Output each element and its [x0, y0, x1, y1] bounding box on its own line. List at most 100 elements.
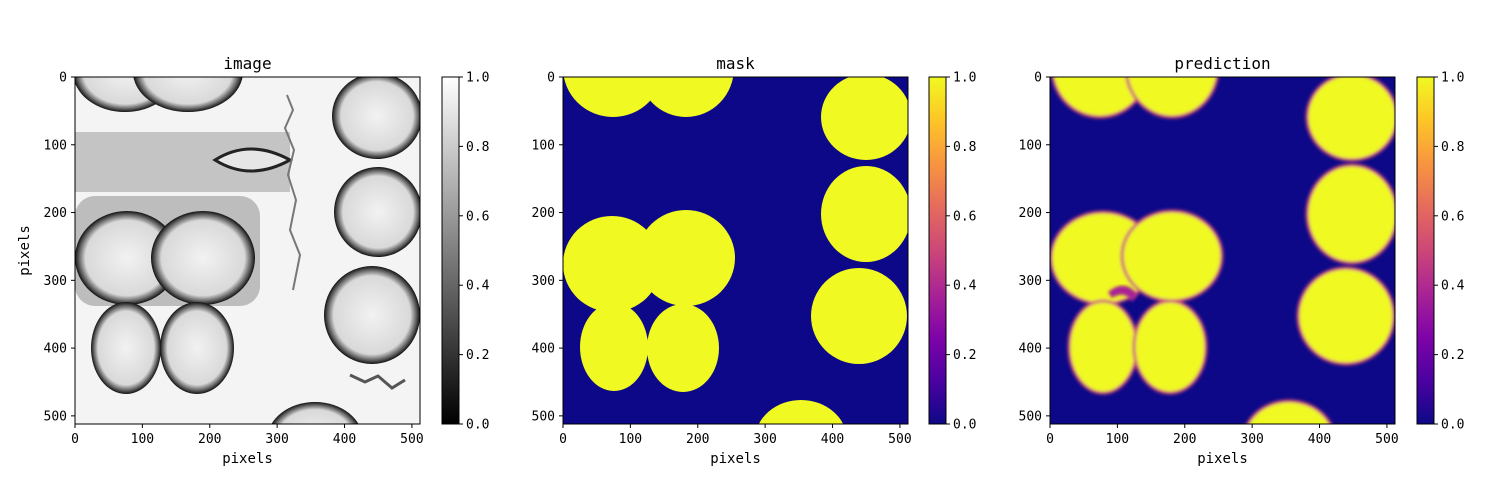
image-heatmap	[75, 77, 420, 424]
mask-axes: 0 100 200 300 400 500 0 100 200 300 400 500	[532, 71, 912, 448]
image-ytick-label: 0	[59, 71, 67, 86]
prediction-regions	[1050, 77, 1395, 424]
prediction-ytick-label: 200	[1019, 206, 1042, 221]
prediction-region	[1125, 77, 1219, 119]
image-ytick-label: 100	[44, 138, 67, 153]
image-xtick-label: 100	[131, 432, 154, 447]
prediction-region	[1132, 299, 1208, 395]
image-cell	[133, 77, 243, 112]
prediction-xtick-label: 500	[1375, 432, 1398, 447]
image-ytick-label: 200	[44, 206, 67, 221]
image-cell	[332, 77, 420, 159]
prediction-region	[1305, 163, 1395, 265]
mask-colorbar-ticks: 0.0 0.2 0.4 0.6 0.8 1.0	[946, 71, 977, 433]
image-cell	[334, 167, 420, 257]
image-colorbar	[441, 76, 460, 425]
prediction-colorbar-tick-label: 0.0	[1441, 418, 1464, 433]
image-xtick-label: 300	[265, 432, 288, 447]
mask-region	[637, 210, 735, 306]
mask-region	[580, 303, 648, 391]
mask-ytick-label: 500	[532, 409, 555, 424]
mask-region	[758, 400, 844, 424]
prediction-heatmap	[1050, 77, 1395, 424]
prediction-artifact	[1108, 285, 1138, 302]
mask-ytick-label: 200	[532, 206, 555, 221]
mask-xtick-label: 500	[888, 432, 911, 447]
prediction-ytick-label: 500	[1019, 409, 1042, 424]
panel-image: 0 100 200 300 400 500 0 100 200 300 400 500 image p…	[17, 54, 490, 467]
image-frame	[74, 76, 421, 425]
prediction-frame	[1049, 76, 1396, 425]
prediction-xlabel: pixels	[1197, 451, 1248, 467]
image-colorbar-tick-label: 0.4	[466, 279, 490, 294]
image-colorbar-tick-label: 0.2	[466, 348, 489, 363]
image-cell	[75, 211, 179, 305]
image-colorbar-tick-label: 0.8	[466, 140, 489, 155]
image-xtick-label: 200	[198, 432, 221, 447]
mask-region	[811, 268, 907, 364]
mask-colorbar-tick-label: 0.6	[953, 209, 976, 224]
panel-mask: 0 100 200 300 400 500 0 100 200 300 400 500 mask pi…	[532, 54, 977, 467]
image-xtick-label: 0	[71, 432, 79, 447]
prediction-xtick-label: 300	[1240, 432, 1263, 447]
mask-ytick-label: 100	[532, 138, 555, 153]
mask-frame	[562, 76, 909, 425]
mask-xtick-label: 400	[821, 432, 844, 447]
image-ytick-label: 300	[44, 274, 67, 289]
mask-ytick-label: 0	[547, 71, 555, 86]
mask-region	[563, 216, 661, 312]
image-lens-shape	[212, 147, 294, 173]
prediction-ytick-label: 400	[1019, 342, 1042, 357]
mask-colorbar-tick-label: 0.0	[953, 418, 976, 433]
panel-prediction: 0 100 200 300 400 500 0 100 200 300 400 500 predict…	[1019, 54, 1465, 467]
prediction-region	[1067, 299, 1139, 395]
mask-colorbar-tick-label: 0.4	[953, 279, 977, 294]
image-cell	[151, 211, 255, 305]
mask-region	[821, 77, 908, 160]
image-ytick-label: 400	[44, 342, 67, 357]
mask-xtick-label: 200	[686, 432, 709, 447]
image-xtick-label: 400	[333, 432, 356, 447]
image-axes: 0 100 200 300 400 500 0 100 200 300 400 500	[44, 71, 424, 448]
mask-heatmap	[563, 77, 908, 424]
prediction-colorbar-tick-label: 1.0	[1441, 71, 1464, 86]
prediction-axes: 0 100 200 300 400 500 0 100 200 300 400 500	[1019, 71, 1399, 448]
mask-ytick-label: 300	[532, 274, 555, 289]
image-cell	[324, 266, 420, 364]
mask-region	[647, 304, 719, 392]
mask-colorbar-tick-label: 1.0	[953, 71, 976, 86]
image-colorbar-tick-label: 0.6	[466, 209, 489, 224]
image-xtick-label: 500	[400, 432, 423, 447]
mask-colorbar	[928, 76, 947, 425]
prediction-title: prediction	[1174, 54, 1270, 73]
image-title: image	[223, 54, 271, 73]
image-cell	[271, 402, 359, 424]
prediction-ytick-label: 300	[1019, 274, 1042, 289]
mask-xtick-label: 0	[559, 432, 567, 447]
mask-region	[821, 166, 908, 262]
image-colorbar-ticks: 0.0 0.2 0.4 0.6 0.8 1.0	[459, 71, 490, 433]
mask-colorbar-tick-label: 0.2	[953, 348, 976, 363]
image-colorbar-tick-label: 1.0	[466, 71, 489, 86]
prediction-colorbar	[1416, 76, 1435, 425]
prediction-colorbar-tick-label: 0.6	[1441, 209, 1464, 224]
image-ylabel: pixels	[17, 225, 33, 276]
prediction-xtick-label: 100	[1106, 432, 1129, 447]
prediction-colorbar-tick-label: 0.8	[1441, 140, 1464, 155]
prediction-ytick-label: 0	[1034, 71, 1042, 86]
mask-xtick-label: 100	[619, 432, 642, 447]
prediction-region	[1245, 399, 1333, 424]
mask-title: mask	[716, 54, 755, 73]
image-cell	[91, 302, 161, 394]
image-xlabel: pixels	[222, 451, 273, 467]
prediction-region	[1051, 77, 1149, 119]
image-cell	[160, 302, 234, 394]
prediction-region	[1305, 77, 1395, 162]
prediction-colorbar-ticks: 0.0 0.2 0.4 0.6 0.8 1.0	[1434, 71, 1465, 433]
mask-xtick-label: 300	[753, 432, 776, 447]
prediction-xtick-label: 400	[1308, 432, 1331, 447]
prediction-xtick-label: 0	[1046, 432, 1054, 447]
mask-colorbar-tick-label: 0.8	[953, 140, 976, 155]
mask-ytick-label: 400	[532, 342, 555, 357]
